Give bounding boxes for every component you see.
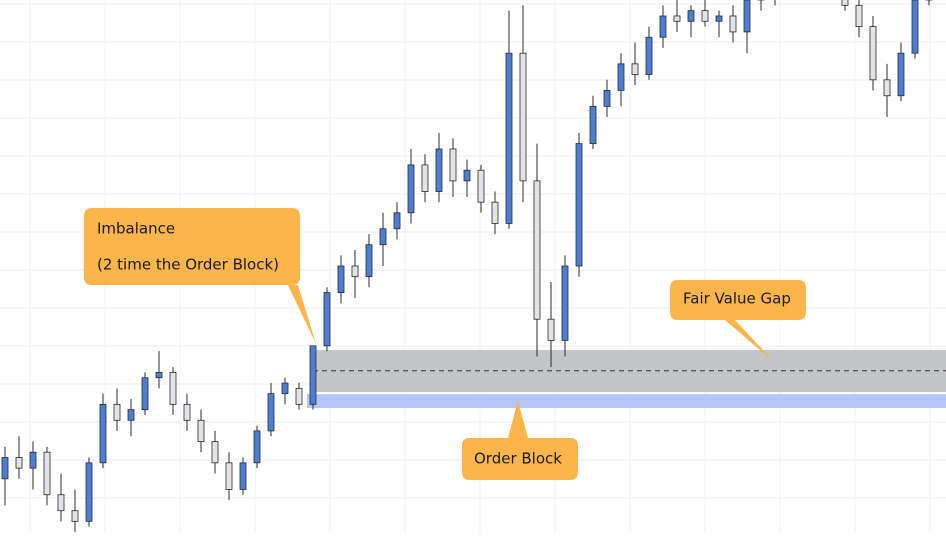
candle-body — [645, 36, 653, 75]
candle-body — [463, 169, 471, 182]
candle-body — [435, 148, 443, 192]
candle-body — [673, 15, 681, 22]
candle-body — [393, 212, 401, 230]
order-block — [307, 394, 946, 409]
annotation-text: (2 time the Order Block) — [97, 256, 279, 274]
candle-body — [603, 90, 611, 107]
candle-body — [589, 106, 597, 145]
candle-body — [421, 164, 429, 192]
candle-body — [197, 419, 205, 442]
candle-body — [687, 10, 695, 22]
candle-body — [547, 318, 555, 341]
candle-body — [855, 4, 863, 28]
candle-body — [337, 265, 345, 294]
candle-body — [491, 201, 499, 224]
candle-body — [155, 371, 163, 379]
candle-body — [617, 63, 625, 91]
candle-body — [267, 393, 275, 432]
candle-body — [183, 403, 191, 421]
candle-body — [869, 26, 877, 81]
candle-body — [309, 345, 317, 405]
candle-body — [575, 143, 583, 267]
candle-body — [533, 180, 541, 320]
callout — [670, 280, 806, 362]
candle-body — [351, 265, 359, 278]
annotation-text: Imbalance — [97, 220, 175, 238]
candle-body — [477, 169, 485, 203]
candle-body — [841, 0, 849, 6]
candle-body — [29, 451, 37, 469]
candle-body — [519, 52, 527, 182]
candle-body — [407, 164, 415, 214]
annotation-text: Order Block — [474, 450, 562, 468]
candle-body — [379, 228, 387, 246]
candle-body — [715, 15, 723, 22]
candle-body — [225, 462, 233, 490]
candle-body — [729, 15, 737, 33]
candle-body — [631, 63, 639, 75]
candle-body — [281, 382, 289, 395]
candle-body — [71, 510, 79, 522]
candle-body — [449, 148, 457, 182]
candle-body — [85, 462, 93, 522]
candles — [1, 0, 933, 532]
zones — [307, 350, 946, 409]
candle-body — [141, 377, 149, 411]
candle-body — [239, 462, 247, 490]
candle-body — [323, 292, 331, 347]
candle-body — [295, 387, 303, 405]
candle-body — [701, 10, 709, 22]
candle-body — [113, 403, 121, 421]
callout — [84, 208, 316, 344]
candle-body — [169, 371, 177, 405]
candle-body — [659, 15, 667, 38]
candle-body — [561, 265, 569, 341]
annotations: Imbalance (2 time the Order Block) Fair … — [84, 208, 806, 480]
candle-body — [253, 430, 261, 464]
candle-body — [1, 457, 9, 480]
candle-body — [211, 441, 219, 464]
candle-body — [743, 0, 751, 33]
candle-body — [99, 403, 107, 464]
candle-body — [897, 52, 905, 97]
candle-body — [505, 52, 513, 224]
candle-body — [15, 457, 23, 469]
candle-body — [911, 0, 919, 54]
candle-body — [365, 244, 373, 278]
candle-body — [883, 79, 891, 97]
annotation-text: Fair Value Gap — [683, 290, 791, 308]
candle-body — [43, 451, 51, 496]
candle-body — [57, 494, 65, 512]
callout — [462, 401, 578, 480]
candle-body — [127, 409, 135, 421]
